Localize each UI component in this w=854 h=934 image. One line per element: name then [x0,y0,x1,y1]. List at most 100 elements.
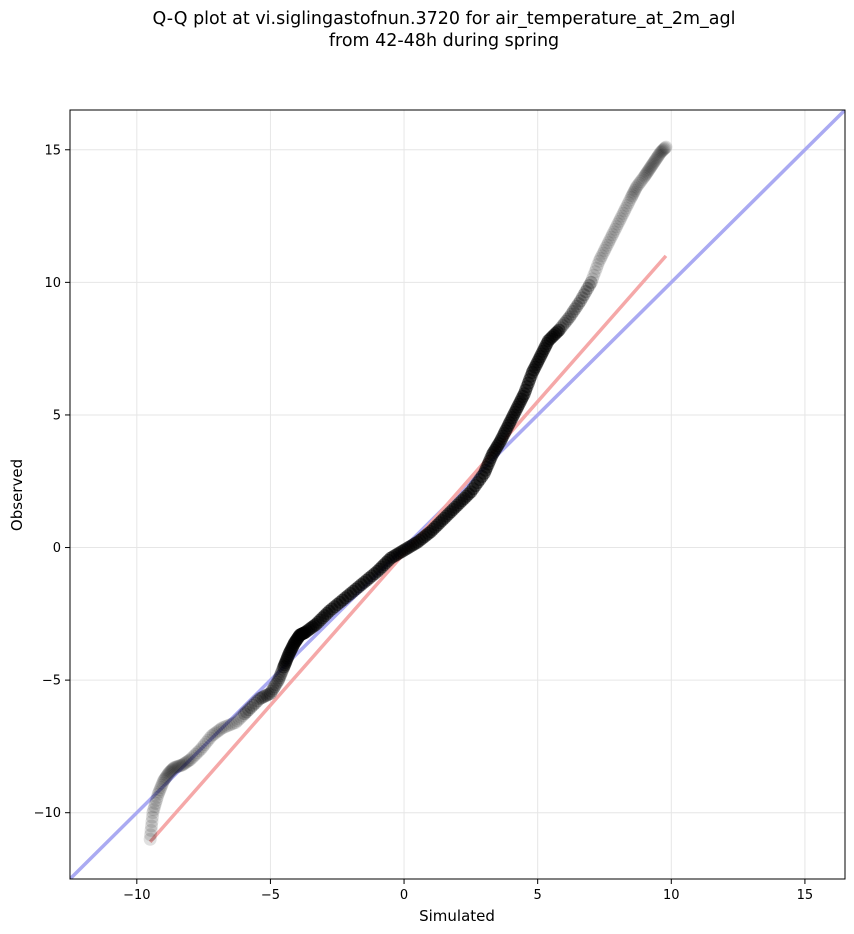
qq-point-66 [229,716,243,730]
y-tick-label-4: 10 [44,276,61,291]
qq-point-17 [156,776,170,790]
qq-point-307 [631,178,645,192]
qq-point-264 [573,294,587,308]
qq-point-299 [623,193,637,207]
qq-point-287 [607,225,621,239]
qq-point-24 [162,766,176,780]
qq-point-314 [639,167,653,181]
qq-point-271 [585,272,599,286]
qq-point-2 [144,823,158,837]
qq-point-323 [647,155,661,169]
qq-point-31 [169,760,183,774]
qq-point-89 [270,675,284,689]
qq-point-14 [153,783,167,797]
qq-point-270 [584,275,598,289]
qq-point-85 [265,684,279,698]
qq-point-50 [198,738,212,752]
qq-point-261 [568,302,582,316]
qq-point-286 [606,228,619,242]
qq-point-283 [601,236,615,250]
qq-point-1 [144,828,158,842]
chart-title: Q-Q plot at vi.siglingastofnun.3720 for … [0,8,854,52]
qq-point-252 [552,323,566,337]
qq-point-35 [174,758,188,772]
qq-point-83 [262,687,276,701]
qq-point-59 [214,722,228,736]
qq-point-64 [224,717,238,731]
qq-point-29 [166,762,180,776]
qq-point-7 [147,803,161,817]
qq-point-262 [570,299,584,313]
qq-point-75 [246,698,260,712]
qq-point-12 [151,787,165,801]
qq-point-324 [648,153,662,167]
qq-point-294 [616,206,630,220]
qq-point-80 [256,690,270,704]
qq-point-25 [163,765,177,779]
qq-point-320 [645,159,659,173]
title-line-1: Q-Q plot at vi.siglingastofnun.3720 for … [152,9,736,29]
qq-point-298 [622,196,636,210]
qq-point-265 [575,291,589,305]
qq-point-52 [201,733,215,747]
qq-point-318 [643,161,657,175]
qq-point-49 [196,740,210,754]
qq-point-42 [183,753,197,767]
qq-point-8 [148,800,162,814]
qq-point-18 [157,774,171,788]
x-tick-label-2: 0 [400,888,408,903]
qq-point-43 [185,751,199,765]
qq-point-312 [638,169,652,183]
y-tick-label-2: 0 [53,541,61,556]
qq-point-9 [149,796,163,810]
qq-point-90 [271,673,285,687]
qq-point-304 [628,183,642,197]
x-tick-label-1: −5 [261,888,280,903]
plot-frame [69,109,846,880]
qq-point-257 [561,312,575,326]
qq-point-11 [150,790,164,804]
qq-point-274 [589,261,603,275]
qq-point-260 [566,305,580,319]
qq-point-40 [181,754,195,768]
qq-point-331 [654,145,668,159]
qq-point-278 [595,249,609,263]
qq-point-310 [635,173,649,187]
qq-point-297 [620,198,634,212]
qq-point-38 [178,756,192,770]
qq-point-39 [179,755,193,769]
qq-point-33 [171,759,185,773]
qq-point-325 [649,152,663,166]
qq-point-269 [582,278,596,292]
qq-point-37 [177,757,191,771]
qq-point-306 [630,180,644,194]
qq-point-54 [205,729,219,743]
qq-point-27 [165,763,179,777]
qq-point-73 [242,703,256,717]
x-tick-label-0: −10 [123,888,150,903]
qq-point-84 [263,686,277,700]
qq-point-61 [218,720,232,734]
qq-point-3 [145,819,159,833]
title-line-2: from 42-48h during spring [328,31,560,51]
qq-point-19 [157,773,171,787]
qq-point-62 [220,719,234,733]
qq-point-0 [143,832,157,846]
qq-point-302 [626,187,640,201]
qq-point-273 [588,265,602,279]
qq-point-16 [155,778,169,792]
qq-point-72 [239,705,253,719]
qq-point-284 [603,233,617,247]
qq-point-41 [182,754,196,768]
qq-point-300 [624,191,638,205]
qq-point-57 [210,725,224,739]
qq-point-76 [248,696,262,710]
x-tick-label-4: 10 [663,888,680,903]
qq-point-45 [189,747,203,761]
qq-point-28 [165,762,179,776]
qq-point-279 [596,246,610,260]
qq-point-336 [659,140,673,154]
qq-point-5 [145,810,159,824]
qq-point-69 [234,710,248,724]
